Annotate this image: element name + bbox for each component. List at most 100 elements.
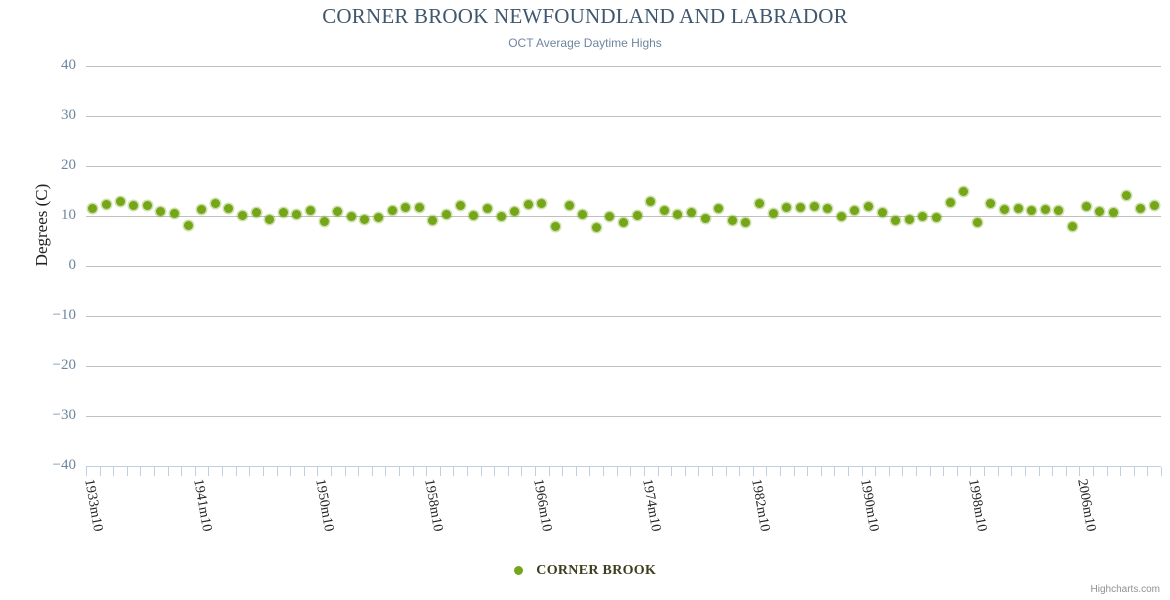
data-point[interactable]: [115, 197, 125, 206]
data-point[interactable]: [578, 209, 588, 219]
data-point[interactable]: [836, 212, 846, 221]
data-point[interactable]: [823, 203, 833, 213]
data-point[interactable]: [129, 200, 139, 210]
data-point[interactable]: [265, 214, 275, 224]
data-point[interactable]: [183, 221, 193, 230]
data-point[interactable]: [333, 206, 343, 216]
data-point[interactable]: [768, 209, 778, 218]
data-point[interactable]: [251, 207, 261, 217]
data-point[interactable]: [605, 211, 615, 221]
data-point[interactable]: [387, 206, 397, 215]
data-point[interactable]: [659, 205, 669, 215]
data-point[interactable]: [986, 199, 996, 208]
data-point[interactable]: [700, 213, 710, 223]
x-axis-tick: [521, 467, 522, 476]
y-axis-tick-label: 20: [61, 157, 76, 173]
data-point[interactable]: [1136, 204, 1146, 213]
data-point[interactable]: [1095, 206, 1105, 216]
data-point[interactable]: [891, 215, 901, 225]
data-point[interactable]: [959, 187, 969, 196]
gridline-y-10: [86, 216, 1161, 217]
data-point[interactable]: [591, 222, 601, 232]
data-point[interactable]: [319, 216, 329, 226]
data-point[interactable]: [469, 210, 479, 220]
x-axis-tick: [100, 467, 101, 476]
data-point[interactable]: [374, 213, 384, 222]
x-axis-tick: [671, 467, 672, 476]
x-axis-tick-label: 1998m10: [965, 478, 990, 533]
x-axis-tick: [290, 467, 291, 476]
gridline-y-30: [86, 116, 1161, 117]
data-point[interactable]: [197, 204, 207, 214]
x-axis-tick: [589, 467, 590, 476]
x-axis-tick: [1025, 467, 1026, 476]
data-point[interactable]: [564, 200, 574, 210]
data-point[interactable]: [496, 212, 506, 221]
data-point[interactable]: [1068, 222, 1078, 231]
data-point[interactable]: [482, 203, 492, 213]
data-point[interactable]: [714, 204, 724, 213]
data-point[interactable]: [877, 207, 887, 217]
data-point[interactable]: [1081, 202, 1091, 211]
data-point[interactable]: [346, 211, 356, 221]
data-point[interactable]: [523, 200, 533, 209]
data-point[interactable]: [741, 217, 751, 227]
data-point[interactable]: [224, 204, 234, 213]
data-point[interactable]: [101, 200, 111, 209]
data-point[interactable]: [278, 208, 288, 217]
data-point[interactable]: [210, 198, 220, 208]
data-point[interactable]: [428, 216, 438, 225]
data-point[interactable]: [727, 215, 737, 225]
data-point[interactable]: [401, 203, 411, 212]
data-point[interactable]: [169, 208, 179, 218]
x-axis-tick: [1093, 467, 1094, 476]
data-point[interactable]: [795, 203, 805, 212]
x-axis-tick: [984, 467, 985, 476]
x-axis-tick: [1147, 467, 1148, 476]
legend-item-corner-brook[interactable]: CORNER BROOK: [513, 562, 656, 580]
data-point[interactable]: [782, 202, 792, 212]
data-point[interactable]: [646, 196, 656, 206]
data-point[interactable]: [931, 212, 941, 222]
data-point[interactable]: [755, 198, 765, 208]
data-point[interactable]: [863, 202, 873, 211]
data-point[interactable]: [673, 209, 683, 219]
data-point[interactable]: [632, 210, 642, 220]
data-point[interactable]: [455, 200, 465, 210]
data-point[interactable]: [142, 201, 152, 210]
data-point[interactable]: [687, 208, 697, 217]
x-axis-tick-label: 1950m10: [312, 478, 337, 533]
data-point[interactable]: [1040, 205, 1050, 214]
data-point[interactable]: [360, 214, 370, 224]
data-point[interactable]: [850, 205, 860, 215]
data-point[interactable]: [306, 205, 316, 215]
data-point[interactable]: [292, 209, 302, 219]
data-point[interactable]: [537, 199, 547, 208]
highcharts-credits-link[interactable]: Highcharts.com: [1090, 584, 1160, 595]
data-point[interactable]: [414, 202, 424, 212]
data-point[interactable]: [442, 209, 452, 219]
data-point[interactable]: [1054, 205, 1064, 215]
data-point[interactable]: [918, 211, 928, 221]
data-point[interactable]: [809, 201, 819, 211]
data-point[interactable]: [1013, 204, 1023, 213]
data-point[interactable]: [1027, 205, 1037, 215]
data-point[interactable]: [1000, 204, 1009, 214]
data-point[interactable]: [510, 206, 520, 216]
x-axis-tick: [140, 467, 141, 476]
data-point[interactable]: [1108, 208, 1118, 217]
data-point[interactable]: [972, 217, 982, 227]
data-point[interactable]: [1149, 200, 1159, 210]
data-point[interactable]: [945, 198, 955, 207]
x-axis-tick: [1134, 467, 1135, 476]
data-point[interactable]: [904, 214, 914, 224]
chart-title: CORNER BROOK NEWFOUNDLAND AND LABRADOR: [322, 4, 848, 28]
data-point[interactable]: [88, 203, 98, 213]
data-point[interactable]: [1122, 190, 1132, 200]
data-point[interactable]: [156, 206, 166, 216]
data-point[interactable]: [550, 222, 560, 231]
data-point[interactable]: [619, 217, 628, 227]
data-point[interactable]: [237, 210, 247, 220]
x-axis-tick: [277, 467, 278, 476]
x-axis-tick: [208, 467, 209, 476]
